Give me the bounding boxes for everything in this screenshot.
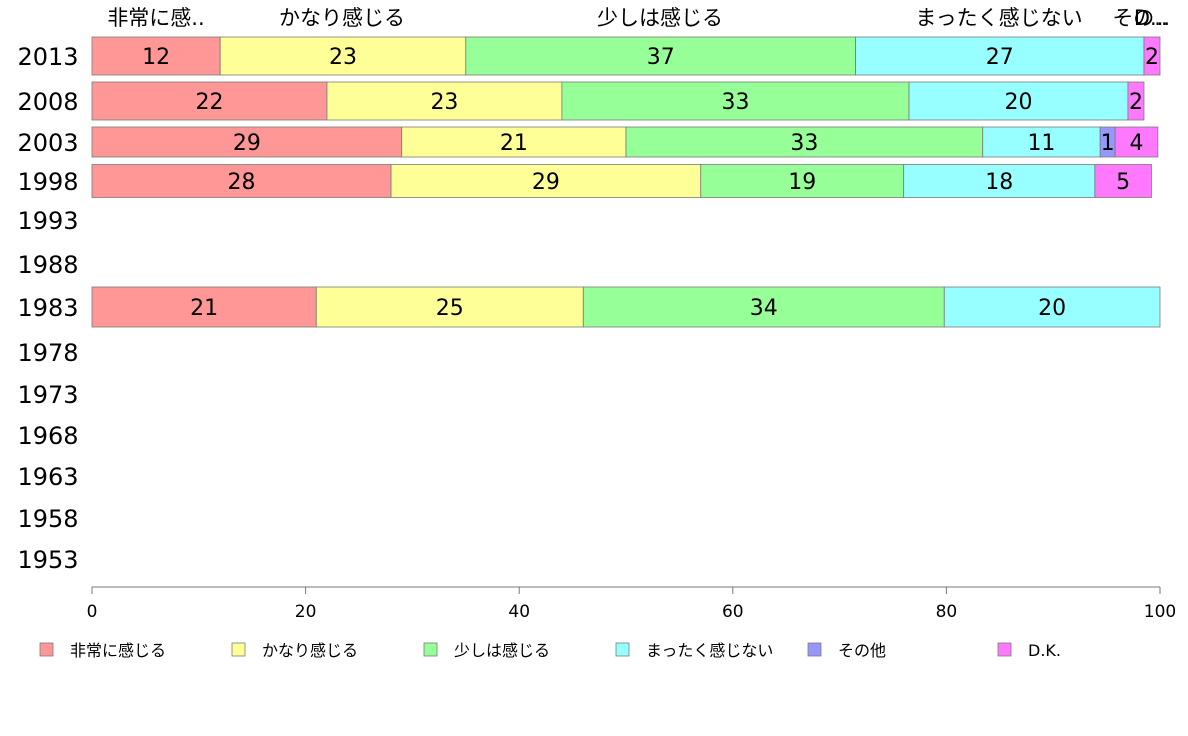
bar-value-label: 5 [1116, 170, 1130, 195]
bar-value-label: 23 [329, 45, 357, 70]
bar-value-label: 34 [750, 296, 778, 321]
year-label: 1953 [17, 546, 78, 574]
legend-label: かなり感じる [262, 641, 358, 660]
bar-value-label: 11 [1027, 131, 1055, 156]
bar-value-label: 21 [190, 296, 218, 321]
legend-label: 非常に感じる [70, 641, 166, 660]
bar-value-label: 2 [1129, 90, 1143, 115]
bar-segment [561, 81, 910, 121]
bar-value-label: 23 [430, 90, 458, 115]
bar-value-label: 29 [532, 170, 560, 195]
year-label: 1988 [17, 251, 78, 279]
legend-label: D.K. [1028, 641, 1061, 660]
bar-value-label: 20 [1038, 296, 1066, 321]
bar-value-label: 25 [436, 296, 464, 321]
year-label: 1973 [17, 381, 78, 409]
x-tick-label: 100 [1144, 602, 1176, 622]
x-tick-label: 0 [87, 602, 98, 622]
x-tick-label: 60 [722, 602, 744, 622]
bar-value-label: 21 [500, 131, 528, 156]
bar-segment [91, 126, 403, 158]
legend-swatch [39, 642, 54, 657]
bar-value-label: 27 [986, 45, 1014, 70]
top-category-label: その.. [1112, 6, 1167, 30]
year-label: 1983 [17, 294, 78, 322]
year-label: 2003 [17, 129, 78, 157]
bar-segment [855, 36, 1145, 76]
bar-value-label: 37 [647, 45, 675, 70]
legend-label: まったく感じない [646, 641, 773, 660]
bar-segment [91, 36, 221, 76]
legend-swatch [615, 642, 630, 657]
top-category-labels: 非常に感.. かなり感じる 少しは感じる まったく感じない その..D... [107, 6, 1170, 30]
x-tick-label: 40 [508, 602, 530, 622]
bar-segment [1094, 164, 1152, 198]
bar-value-label: 33 [790, 131, 818, 156]
legend-swatch [231, 642, 246, 657]
bar-segment [465, 36, 857, 76]
bar-value-label: 22 [195, 90, 223, 115]
bar-segment [91, 81, 328, 121]
legend-label: 少しは感じる [454, 641, 550, 660]
legend-swatch [423, 642, 438, 657]
bar-segment [1143, 36, 1161, 76]
bar-value-label: 33 [721, 90, 749, 115]
bar-segment [1127, 81, 1145, 121]
bar-value-label: 29 [233, 131, 261, 156]
year-labels: 2013 2008 2003 1998 1993 1988 1983 1978 1973 1968… [17, 43, 78, 574]
top-category-label: D... [1134, 6, 1170, 30]
year-label: 1963 [17, 463, 78, 491]
year-label: 1958 [17, 505, 78, 533]
year-label: 1993 [17, 207, 78, 235]
year-label: 1968 [17, 422, 78, 450]
legend-swatch [807, 642, 822, 657]
bar-value-label: 19 [788, 170, 816, 195]
bar-segment [625, 126, 984, 158]
top-category-label: かなり感じる [279, 6, 405, 30]
bar-segment [700, 164, 905, 198]
bar-value-label: 1 [1101, 131, 1115, 156]
x-tick-label: 80 [936, 602, 958, 622]
year-label: 1978 [17, 339, 78, 367]
year-label: 2008 [17, 88, 78, 116]
bar-segment [903, 164, 1096, 198]
bar-segment [91, 164, 392, 198]
bar-value-label: 20 [1004, 90, 1032, 115]
bar-value-label: 18 [985, 170, 1013, 195]
bar-segment [315, 286, 584, 328]
bar-segment [943, 286, 1161, 328]
bar-value-label: 2 [1145, 45, 1159, 70]
bar-segment [401, 126, 627, 158]
top-category-label: まったく感じない [915, 6, 1082, 30]
bars: 12 23 37 27 222 23 33 20 229 21 33 11 1 428 29 19 18 521 2… [91, 36, 1161, 328]
bar-segment [1114, 126, 1159, 158]
year-label: 1998 [17, 168, 78, 196]
bar-segment [326, 81, 563, 121]
bar-value-label: 4 [1130, 131, 1144, 156]
bar-value-label: 12 [142, 45, 170, 70]
top-category-label: 非常に感.. [107, 6, 204, 30]
bar-segment [219, 36, 467, 76]
legend: 非常に感じる かなり感じる 少しは感じる まったく感じない その他 D.K. [39, 641, 1061, 660]
bar-segment [908, 81, 1129, 121]
x-tick-label: 20 [295, 602, 317, 622]
bar-value-label: 28 [228, 170, 256, 195]
year-label: 2013 [17, 43, 78, 71]
legend-label: その他 [838, 641, 886, 660]
x-axis: 0 20 40 60 80 100 [87, 586, 1176, 622]
bar-segment [390, 164, 702, 198]
bar-segment [582, 286, 945, 328]
legend-swatch [997, 642, 1012, 657]
top-category-label: 少しは感じる [597, 6, 723, 30]
